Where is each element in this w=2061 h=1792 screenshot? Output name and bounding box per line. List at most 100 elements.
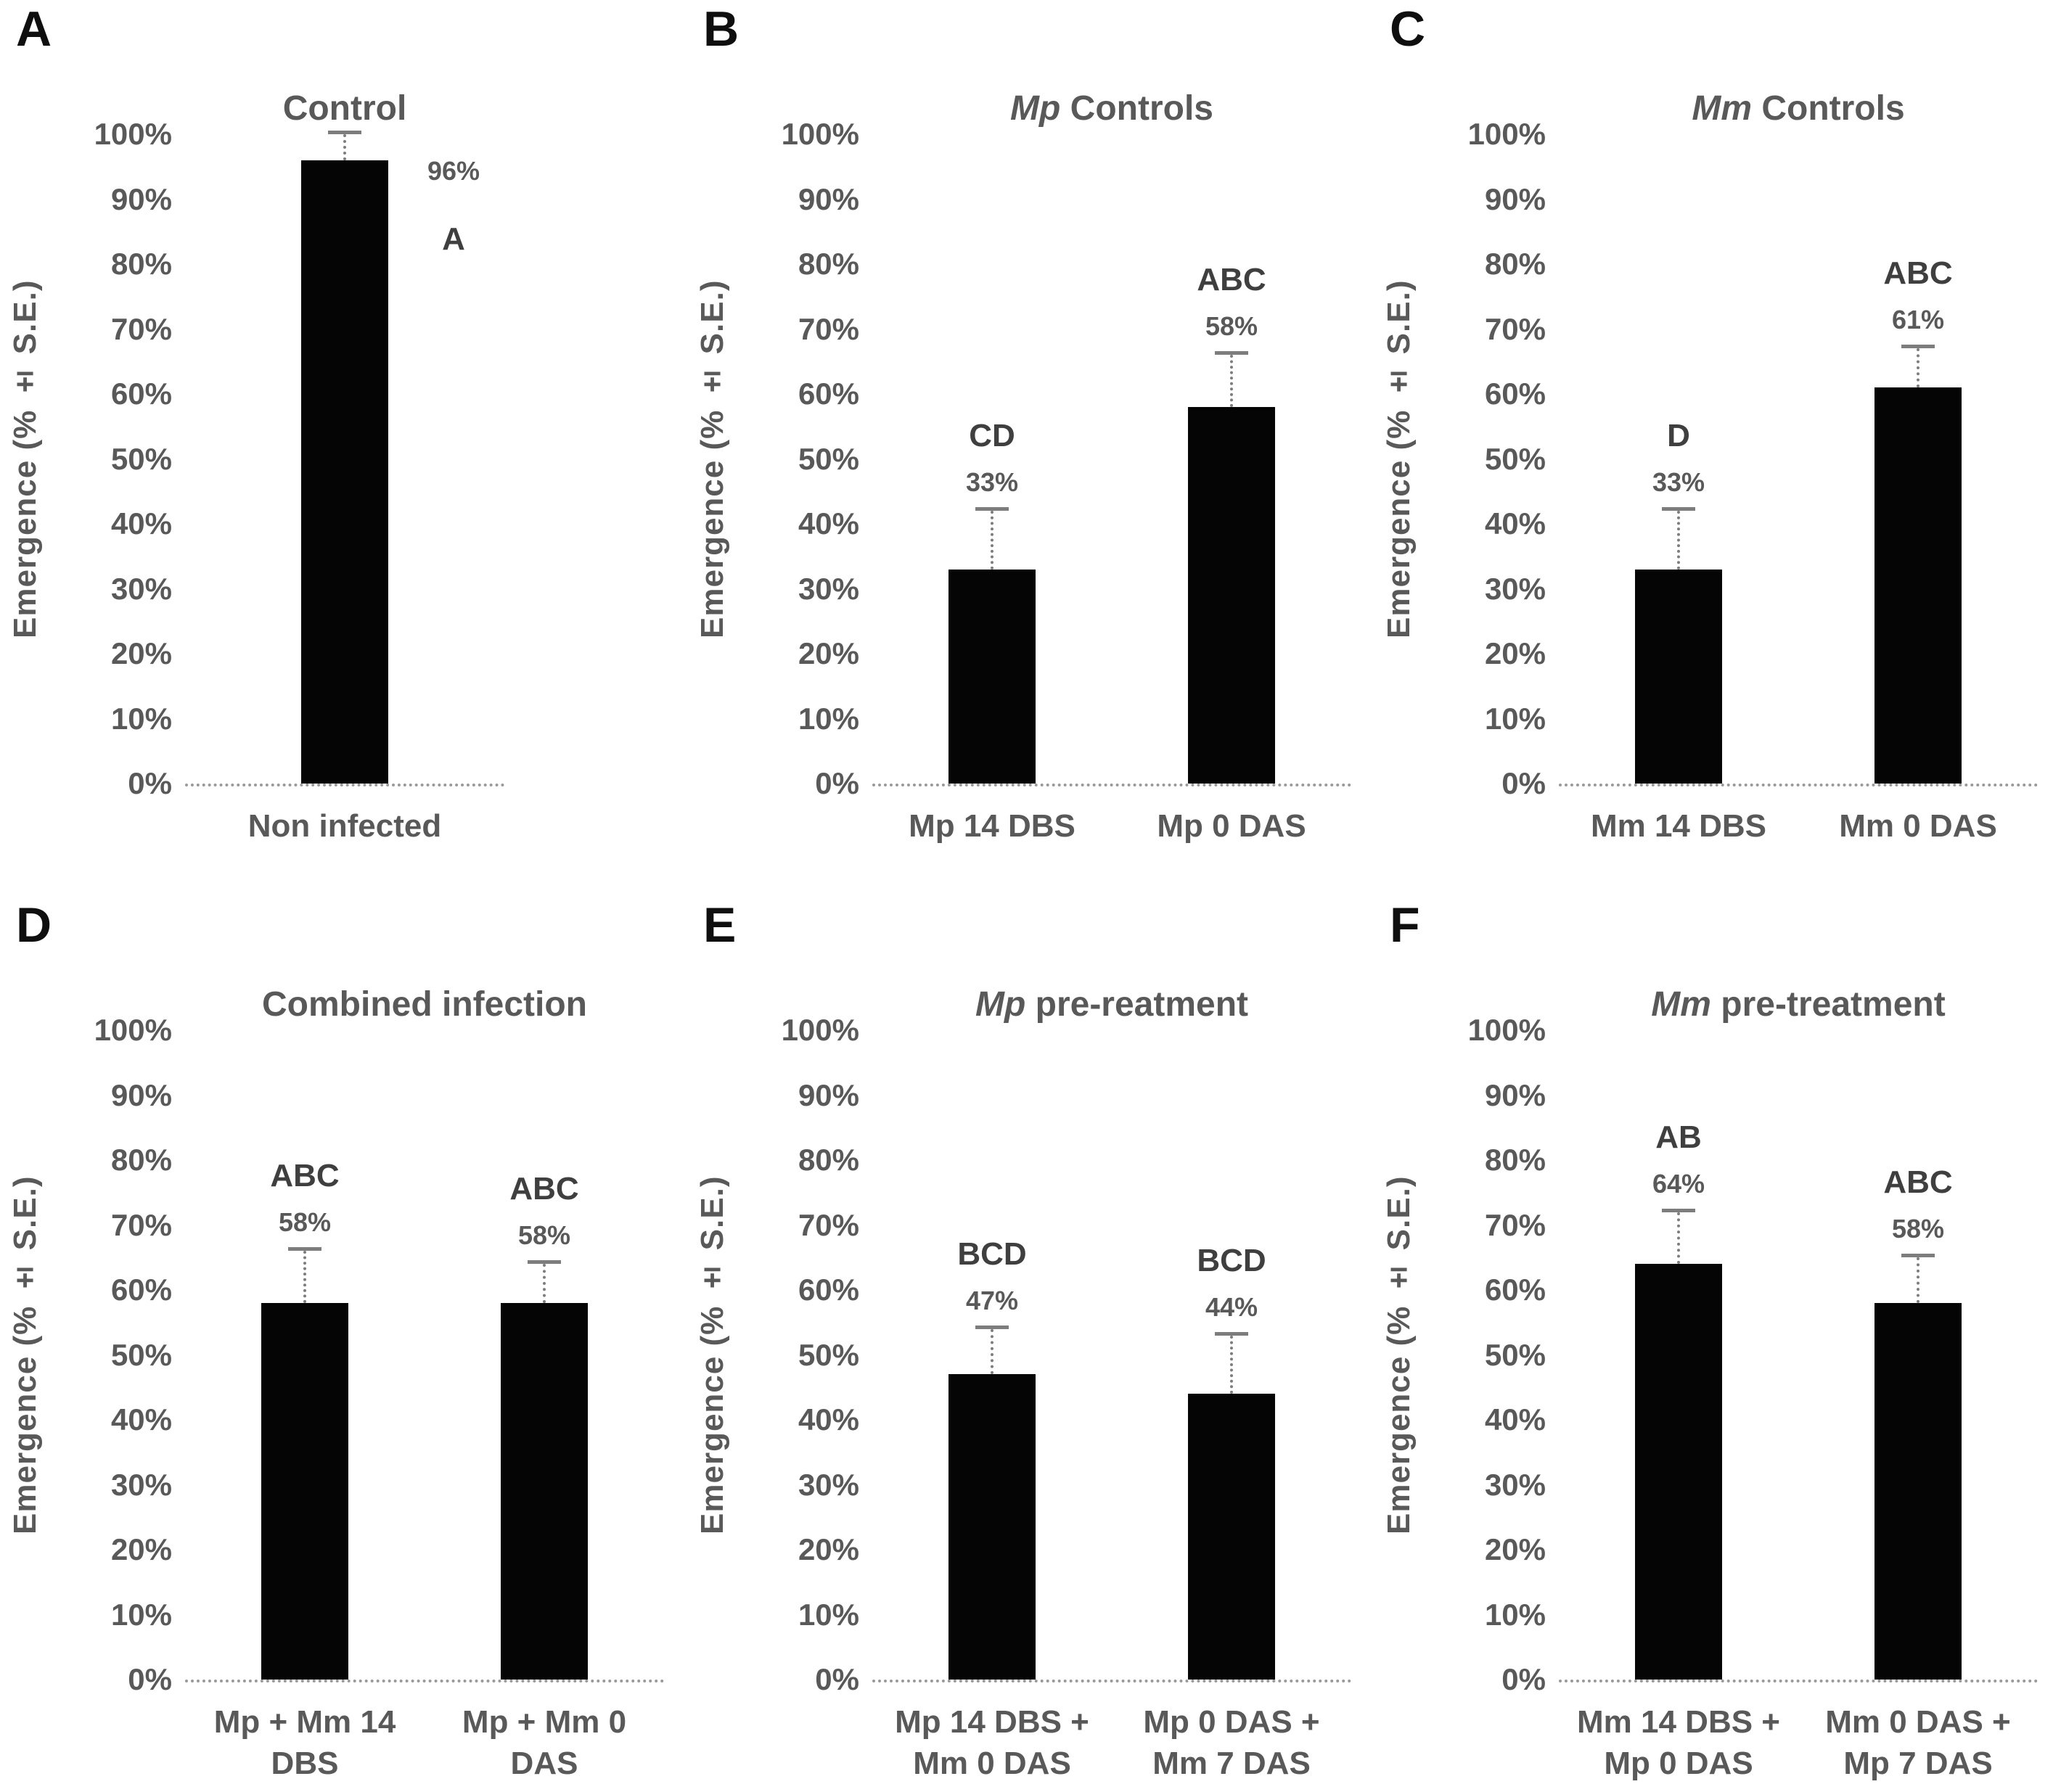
y-tick-e-30%: 30%	[798, 1467, 859, 1502]
y-tick-a-80%: 80%	[110, 247, 172, 281]
y-tick-f-60%: 60%	[1484, 1273, 1546, 1307]
y-tick-e-100%: 100%	[781, 1013, 859, 1047]
chart-title-c: Mm Controls	[1692, 89, 1905, 128]
sig-letters-f-1: ABC	[1883, 1164, 1953, 1201]
value-label-f-0: 64%	[1652, 1168, 1705, 1199]
y-tick-a-100%: 100%	[94, 117, 172, 151]
y-tick-f-30%: 30%	[1484, 1467, 1546, 1502]
chart-title-a: Control	[282, 89, 407, 128]
error-bar-b-0	[991, 511, 993, 570]
error-bar-cap-e-1	[1215, 1331, 1248, 1336]
y-tick-f-90%: 90%	[1484, 1077, 1546, 1112]
y-tick-f-100%: 100%	[1467, 1013, 1546, 1047]
panel-letter-d: D	[16, 897, 52, 953]
panel-letter-e: E	[703, 897, 737, 953]
bar-b-0	[948, 569, 1036, 784]
bar-b-1	[1188, 406, 1275, 784]
error-bar-cap-b-1	[1215, 351, 1248, 355]
y-tick-b-100%: 100%	[781, 117, 859, 151]
y-tick-e-50%: 50%	[798, 1337, 859, 1372]
y-axis-title-d: Emergence (% ± S.E.)	[7, 1175, 43, 1534]
y-tick-b-0%: 0%	[815, 766, 859, 800]
y-axis-ticks-d: 100% 90% 80% 70% 60% 50% 40% 30% 20% 10% 0%	[44, 1013, 178, 1696]
y-tick-d-20%: 20%	[110, 1532, 172, 1566]
sig-letters-e-0: BCD	[957, 1236, 1027, 1272]
y-tick-d-80%: 80%	[110, 1143, 172, 1177]
y-tick-e-70%: 70%	[798, 1207, 859, 1242]
y-tick-d-30%: 30%	[110, 1467, 172, 1502]
y-axis-title-b: Emergence (% ± S.E.)	[694, 279, 730, 638]
y-tick-c-80%: 80%	[1484, 247, 1546, 281]
y-tick-c-70%: 70%	[1484, 311, 1546, 346]
value-label-e-0: 47%	[965, 1285, 1019, 1315]
y-axis-ticks-a: 100% 90% 80% 70% 60% 50% 40% 30% 20% 10% 0%	[44, 117, 178, 800]
bar-group-e-0: 47% BCD Mp 14 DBS + Mm 0 DAS	[883, 1030, 1101, 1781]
y-tick-a-20%: 20%	[110, 636, 172, 670]
plot-area-e: 47% BCD Mp 14 DBS + Mm 0 DAS 44% BCD Mp 0 DAS…	[872, 1030, 1351, 1782]
y-tick-b-90%: 90%	[798, 181, 859, 216]
y-tick-e-20%: 20%	[798, 1532, 859, 1566]
panel-letter-a: A	[16, 1, 52, 57]
chart-title-italic-f: Mm	[1651, 985, 1711, 1024]
y-tick-b-50%: 50%	[798, 441, 859, 476]
y-tick-e-10%: 10%	[798, 1597, 859, 1632]
y-axis-title-e: Emergence (% ± S.E.)	[694, 1175, 730, 1534]
y-axis-title-c: Emergence (% ± S.E.)	[1381, 279, 1417, 638]
bar-d-1	[501, 1302, 588, 1680]
y-tick-b-10%: 10%	[798, 701, 859, 736]
x-category-label-e-1: Mp 0 DAS + Mm 7 DAS	[1143, 1704, 1320, 1782]
plot-area-b: 33% CD Mp 14 DBS 58% ABC Mp 0 DAS	[872, 134, 1351, 844]
sig-letters-e-1: BCD	[1197, 1242, 1266, 1278]
bar-group-c-1: 61% ABC Mm 0 DAS	[1809, 134, 2027, 844]
error-bar-f-1	[1917, 1257, 1919, 1303]
chart-title-italic-c: Mm	[1692, 89, 1752, 128]
y-tick-e-80%: 80%	[798, 1143, 859, 1177]
x-category-label-f-0: Mm 14 DBS + Mp 0 DAS	[1577, 1704, 1780, 1782]
y-tick-a-60%: 60%	[110, 377, 172, 411]
y-tick-b-20%: 20%	[798, 636, 859, 670]
bar-group-e-1: 44% BCD Mp 0 DAS + Mm 7 DAS	[1123, 1030, 1340, 1782]
panel-letter-c: C	[1390, 1, 1426, 57]
error-bar-cap-c-0	[1662, 507, 1695, 511]
value-label-d-0: 58%	[278, 1207, 332, 1238]
value-label-b-1: 58%	[1205, 311, 1258, 342]
bar-group-d-1: 58% ABC Mp + Mm 0 DAS	[435, 1030, 653, 1781]
bar-group-b-0: 33% CD Mp 14 DBS	[883, 134, 1101, 844]
chart-title-b: Mp Controls	[1010, 89, 1213, 128]
x-category-label-d-0: Mp + Mm 14 DBS	[213, 1704, 396, 1782]
sig-letters-a-0: A	[442, 221, 465, 258]
plot-area-d: 58% ABC Mp + Mm 14 DBS 58% ABC Mp + Mm 0 DAS	[185, 1030, 664, 1781]
error-bar-cap-d-0	[288, 1247, 321, 1251]
y-tick-c-100%: 100%	[1467, 117, 1546, 151]
bar-c-0	[1635, 569, 1722, 784]
x-category-label-d-1: Mp + Mm 0 DAS	[462, 1704, 627, 1782]
panel-letter-f: F	[1390, 897, 1420, 953]
error-bar-cap-f-0	[1662, 1208, 1695, 1212]
y-tick-d-0%: 0%	[128, 1662, 172, 1696]
y-tick-d-60%: 60%	[110, 1273, 172, 1307]
y-axis-title-f: Emergence (% ± S.E.)	[1381, 1175, 1417, 1534]
y-tick-a-10%: 10%	[110, 701, 172, 736]
x-category-label-c-0: Mm 14 DBS	[1590, 808, 1767, 844]
bar-f-1	[1874, 1302, 1962, 1680]
error-bar-d-0	[303, 1251, 306, 1303]
sig-letters-d-0: ABC	[270, 1158, 340, 1194]
error-bar-c-0	[1677, 511, 1680, 570]
y-tick-a-40%: 40%	[110, 506, 172, 541]
y-tick-a-0%: 0%	[128, 766, 172, 800]
y-tick-e-60%: 60%	[798, 1273, 859, 1307]
error-bar-cap-d-1	[528, 1260, 561, 1265]
value-label-d-1: 58%	[517, 1220, 571, 1251]
plot-area-f: 64% AB Mm 14 DBS + Mp 0 DAS 58% ABC Mm 0 DAS …	[1559, 1030, 2038, 1781]
sig-letters-d-1: ABC	[509, 1171, 579, 1207]
x-category-label-f-1: Mm 0 DAS + Mp 7 DAS	[1825, 1704, 2011, 1782]
error-bar-e-1	[1230, 1335, 1233, 1394]
bar-c-1	[1874, 387, 1962, 784]
y-tick-f-10%: 10%	[1484, 1597, 1546, 1632]
panel-c: C Mm Controls Emergence (% ± S.E.) 100% 90% 8…	[1374, 0, 2061, 896]
x-category-label-c-1: Mm 0 DAS	[1839, 808, 1997, 844]
y-tick-c-40%: 40%	[1484, 506, 1546, 541]
y-tick-c-60%: 60%	[1484, 377, 1546, 411]
y-tick-f-80%: 80%	[1484, 1143, 1546, 1177]
value-label-e-1: 44%	[1205, 1291, 1258, 1322]
